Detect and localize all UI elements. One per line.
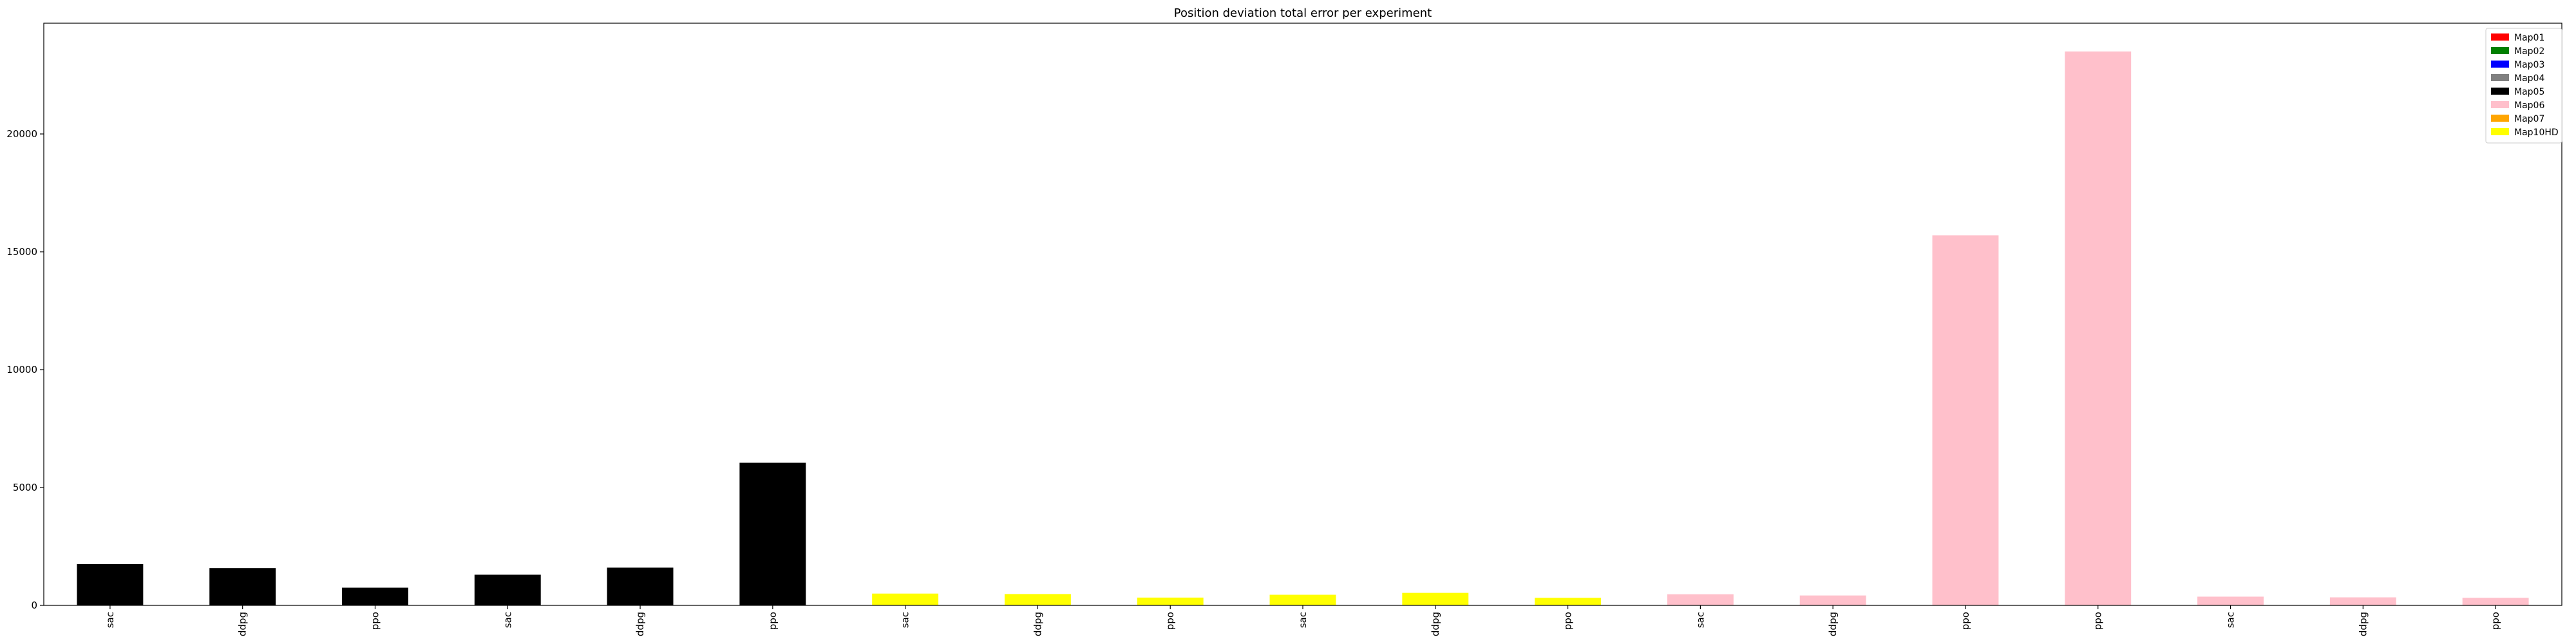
chart-title: Position deviation total error per exper… bbox=[1174, 6, 1432, 20]
bar-ddpg-14 bbox=[1799, 595, 1866, 605]
bar-sac-17 bbox=[2197, 596, 2264, 605]
x-tick-label: sac bbox=[104, 612, 116, 628]
legend-label-map01: Map01 bbox=[2514, 33, 2544, 43]
x-tick-label: ppo bbox=[767, 612, 779, 630]
legend-label-map02: Map02 bbox=[2514, 46, 2544, 57]
x-tick-label: ddpg bbox=[2357, 612, 2369, 636]
legend-swatch-map01 bbox=[2491, 33, 2509, 41]
legend-label-map04: Map04 bbox=[2514, 73, 2544, 84]
x-tick-label: sac bbox=[1297, 612, 1309, 628]
bar-ppo-15 bbox=[1932, 235, 1999, 605]
x-tick-label: ppo bbox=[2092, 612, 2104, 630]
bar-ppo-12 bbox=[1535, 598, 1602, 605]
x-tick-label: ddpg bbox=[634, 612, 646, 636]
x-tick-label: ppo bbox=[369, 612, 381, 630]
plot-frame bbox=[43, 23, 2562, 606]
bar-sac-4 bbox=[474, 574, 541, 605]
x-tick-label: ppo bbox=[1562, 612, 1574, 630]
legend-swatch-map03 bbox=[2491, 61, 2509, 68]
bar-sac-7 bbox=[872, 593, 939, 605]
legend-swatch-map04 bbox=[2491, 74, 2509, 81]
bar-ppo-9 bbox=[1137, 597, 1204, 605]
x-tick-label: ppo bbox=[1164, 612, 1176, 630]
legend-swatch-map06 bbox=[2491, 101, 2509, 108]
legend-label-map03: Map03 bbox=[2514, 60, 2544, 70]
legend-label-map06: Map06 bbox=[2514, 100, 2544, 111]
legend: Map01 Map02 Map03 Map04 Map05 Map06 Map07 Map10… bbox=[2485, 28, 2562, 144]
x-tick-label: sac bbox=[502, 612, 513, 628]
y-tick-label: 15000 bbox=[6, 246, 37, 258]
bar-ppo-6 bbox=[739, 462, 806, 605]
legend-swatch-map07 bbox=[2491, 115, 2509, 122]
bar-sac-13 bbox=[1667, 594, 1734, 605]
bar-ppo-19 bbox=[2462, 598, 2529, 605]
legend-swatch-map02 bbox=[2491, 47, 2509, 54]
bar-sac-1 bbox=[77, 564, 144, 605]
x-tick-label: ddpg bbox=[1827, 612, 1839, 636]
bar-ddpg-5 bbox=[607, 567, 674, 605]
bar-ddpg-18 bbox=[2329, 597, 2396, 605]
bar-ppo-3 bbox=[342, 587, 408, 605]
legend-label-map10hd: Map10HD bbox=[2514, 128, 2559, 138]
y-tick-label: 0 bbox=[31, 600, 37, 611]
bar-ddpg-11 bbox=[1402, 592, 1469, 605]
x-tick-label: sac bbox=[2225, 612, 2237, 628]
legend-swatch-map05 bbox=[2491, 88, 2509, 95]
legend-label-map05: Map05 bbox=[2514, 87, 2544, 97]
x-tick-label: ddpg bbox=[237, 612, 249, 636]
y-tick-label: 20000 bbox=[6, 128, 37, 140]
x-tick-label: ddpg bbox=[1032, 612, 1043, 636]
bars-layer bbox=[77, 51, 2529, 606]
legend-box bbox=[2485, 28, 2562, 144]
y-tick-label: 10000 bbox=[6, 364, 37, 375]
bar-ppo-16 bbox=[2065, 51, 2132, 606]
bar-ddpg-2 bbox=[209, 568, 276, 605]
legend-label-map07: Map07 bbox=[2514, 114, 2544, 124]
legend-swatch-map10hd bbox=[2491, 128, 2509, 135]
x-tick-label: ppo bbox=[2490, 612, 2501, 630]
x-tick-label: sac bbox=[900, 612, 911, 628]
bar-ddpg-8 bbox=[1004, 594, 1071, 605]
y-axis: 0 5000 10000 15000 20000 bbox=[6, 128, 44, 611]
x-tick-label: sac bbox=[1694, 612, 1706, 628]
x-tick-label: ppo bbox=[1960, 612, 1971, 630]
x-axis: sac ddpg ppo sac ddpg ppo sac ddpg ppo sac ddpg ppo… bbox=[104, 605, 2501, 636]
y-tick-label: 5000 bbox=[13, 482, 37, 493]
bar-sac-10 bbox=[1269, 594, 1336, 605]
x-tick-label: ddpg bbox=[1430, 612, 1441, 636]
